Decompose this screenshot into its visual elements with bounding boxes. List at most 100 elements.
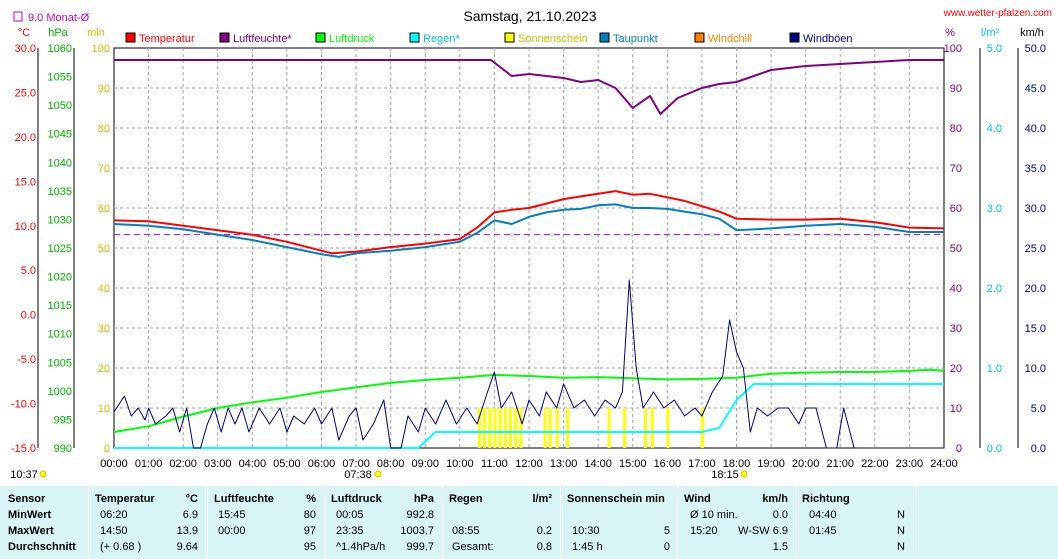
legend-swatch (790, 33, 799, 42)
x-tick-label: 21:00 (826, 458, 854, 470)
pressure-tick-label: 1000 (48, 386, 72, 398)
sunshine-bar (483, 408, 486, 448)
header-sensor: Sensor (8, 491, 45, 507)
temperature-tick-label: 20.0 (15, 132, 36, 144)
temperature-value: 6.9 (183, 507, 198, 523)
header-wind-unit: km/h (762, 491, 788, 507)
direction-time: 01:45 (809, 523, 837, 539)
rain-tick-label: 1.0 (987, 363, 1002, 375)
table-divider (560, 486, 561, 559)
sunshine-time: 10:30 (572, 523, 600, 539)
pressure-tick-label: 1035 (48, 186, 72, 198)
temperature-tick-label: -5.0 (17, 354, 36, 366)
minutes-tick-label: 40 (98, 283, 110, 295)
pressure-tick-label: 1045 (48, 129, 72, 141)
table-divider (915, 486, 916, 559)
wind-tick-label: 40.0 (1025, 123, 1046, 135)
sunshine-bar (488, 408, 491, 448)
wind-tick-label: 45.0 (1025, 83, 1046, 95)
sunshine-time: 1:45 h (572, 539, 603, 555)
minutes-tick-label: 90 (98, 83, 110, 95)
minutes-tick-label: 30 (98, 323, 110, 335)
wind-axis-unit: km/h (1020, 27, 1044, 39)
pressure-value: 999.7 (406, 539, 434, 555)
pressure-tick-label: 995 (54, 414, 72, 426)
pressure-tick-label: 1025 (48, 243, 72, 255)
temperature-tick-label: 15.0 (15, 176, 36, 188)
legend-label: Temperatur (139, 33, 195, 45)
direction-value: N (897, 507, 905, 523)
sunshine-bar (514, 408, 517, 448)
wind-tick-label: 15.0 (1025, 323, 1046, 335)
x-tick-label: 02:00 (169, 458, 197, 470)
legend-swatch (695, 33, 704, 42)
header-sunshine: Sonnenschein min (567, 491, 665, 507)
x-tick-label: 11:00 (481, 458, 508, 470)
sunshine-bar (504, 408, 507, 448)
pressure-time: 00:05 (336, 507, 364, 523)
x-tick-label: 08:00 (377, 458, 405, 470)
minutes-tick-label: 10 (98, 403, 110, 415)
x-tick-label: 05:00 (273, 458, 301, 470)
sunshine-value: 0 (664, 539, 670, 555)
month-avg-label: 9.0 Monat-Ø (28, 12, 90, 24)
header-rain: Regen (449, 491, 483, 507)
sunshine-bar (623, 408, 626, 448)
x-tick-label: 16:00 (654, 458, 682, 470)
header-humidity-unit: % (306, 491, 316, 507)
pressure-tick-label: 990 (54, 443, 72, 455)
header-pressure-unit: hPa (414, 491, 434, 507)
pressure-tick-label: 1020 (48, 272, 72, 284)
sunshine-bar (549, 408, 552, 448)
legend-label: Luftfeuchte* (233, 33, 292, 45)
legend-swatch (505, 33, 514, 42)
wind-value: 0.0 (773, 507, 788, 523)
header-temperature: Temperatur (95, 491, 155, 507)
rain-time: 08:55 (452, 523, 480, 539)
header-humidity: Luftfeuchte (214, 491, 274, 507)
legend-swatch (600, 33, 609, 42)
rain-tick-label: 3.0 (987, 203, 1002, 215)
pressure-value: 1003.7 (400, 523, 434, 539)
sunshine-bar (556, 408, 559, 448)
pressure-time: 23:35 (336, 523, 364, 539)
legend-swatch (316, 33, 325, 42)
row-label: MinWert (8, 507, 51, 523)
minutes-tick-label: 20 (98, 363, 110, 375)
direction-value: N (897, 523, 905, 539)
rain-axis-unit: l/m² (981, 27, 1000, 39)
x-tick-label: 24:00 (930, 458, 958, 470)
x-tick-label: 10:00 (446, 458, 474, 470)
pressure-tick-label: 1010 (48, 329, 72, 341)
wind-tick-label: 20.0 (1025, 283, 1046, 295)
header-temperature-unit: °C (186, 491, 198, 507)
temperature-time: (+ 0.68 ) (100, 539, 141, 555)
x-tick-label: 04:00 (239, 458, 267, 470)
chart-title: Samstag, 21.10.2023 (463, 8, 596, 24)
wind-tick-label: 5.0 (1031, 403, 1046, 415)
humidity-value: 80 (304, 507, 316, 523)
rain-tick-label: 5.0 (987, 43, 1002, 55)
rain-tick-label: 0.0 (987, 443, 1002, 455)
website-label: www.wetter-pfalzen.com (943, 8, 1052, 19)
daylength-label: 10:37 (10, 469, 38, 481)
humidity-time: 00:00 (218, 523, 246, 539)
table-divider (207, 486, 208, 559)
humidity-tick-label: 60 (950, 203, 962, 215)
legend-label: Luftdruck (329, 33, 375, 45)
legend-label: Regen* (423, 33, 460, 45)
humidity-axis-unit: % (945, 27, 955, 39)
x-tick-label: 23:00 (896, 458, 924, 470)
humidity-tick-label: 30 (950, 323, 962, 335)
rain-time: Gesamt: (452, 539, 494, 555)
humidity-tick-label: 40 (950, 283, 962, 295)
temperature-tick-label: 25.0 (15, 87, 36, 99)
sunset-sun-icon (741, 471, 747, 477)
temperature-tick-label: -15.0 (11, 443, 36, 455)
wind-tick-label: 0.0 (1031, 443, 1046, 455)
header-wind: Wind (684, 491, 711, 507)
sunshine-bar (519, 408, 522, 448)
humidity-value: 95 (304, 539, 316, 555)
pressure-tick-label: 1060 (48, 43, 72, 55)
direction-value: N (897, 539, 905, 555)
